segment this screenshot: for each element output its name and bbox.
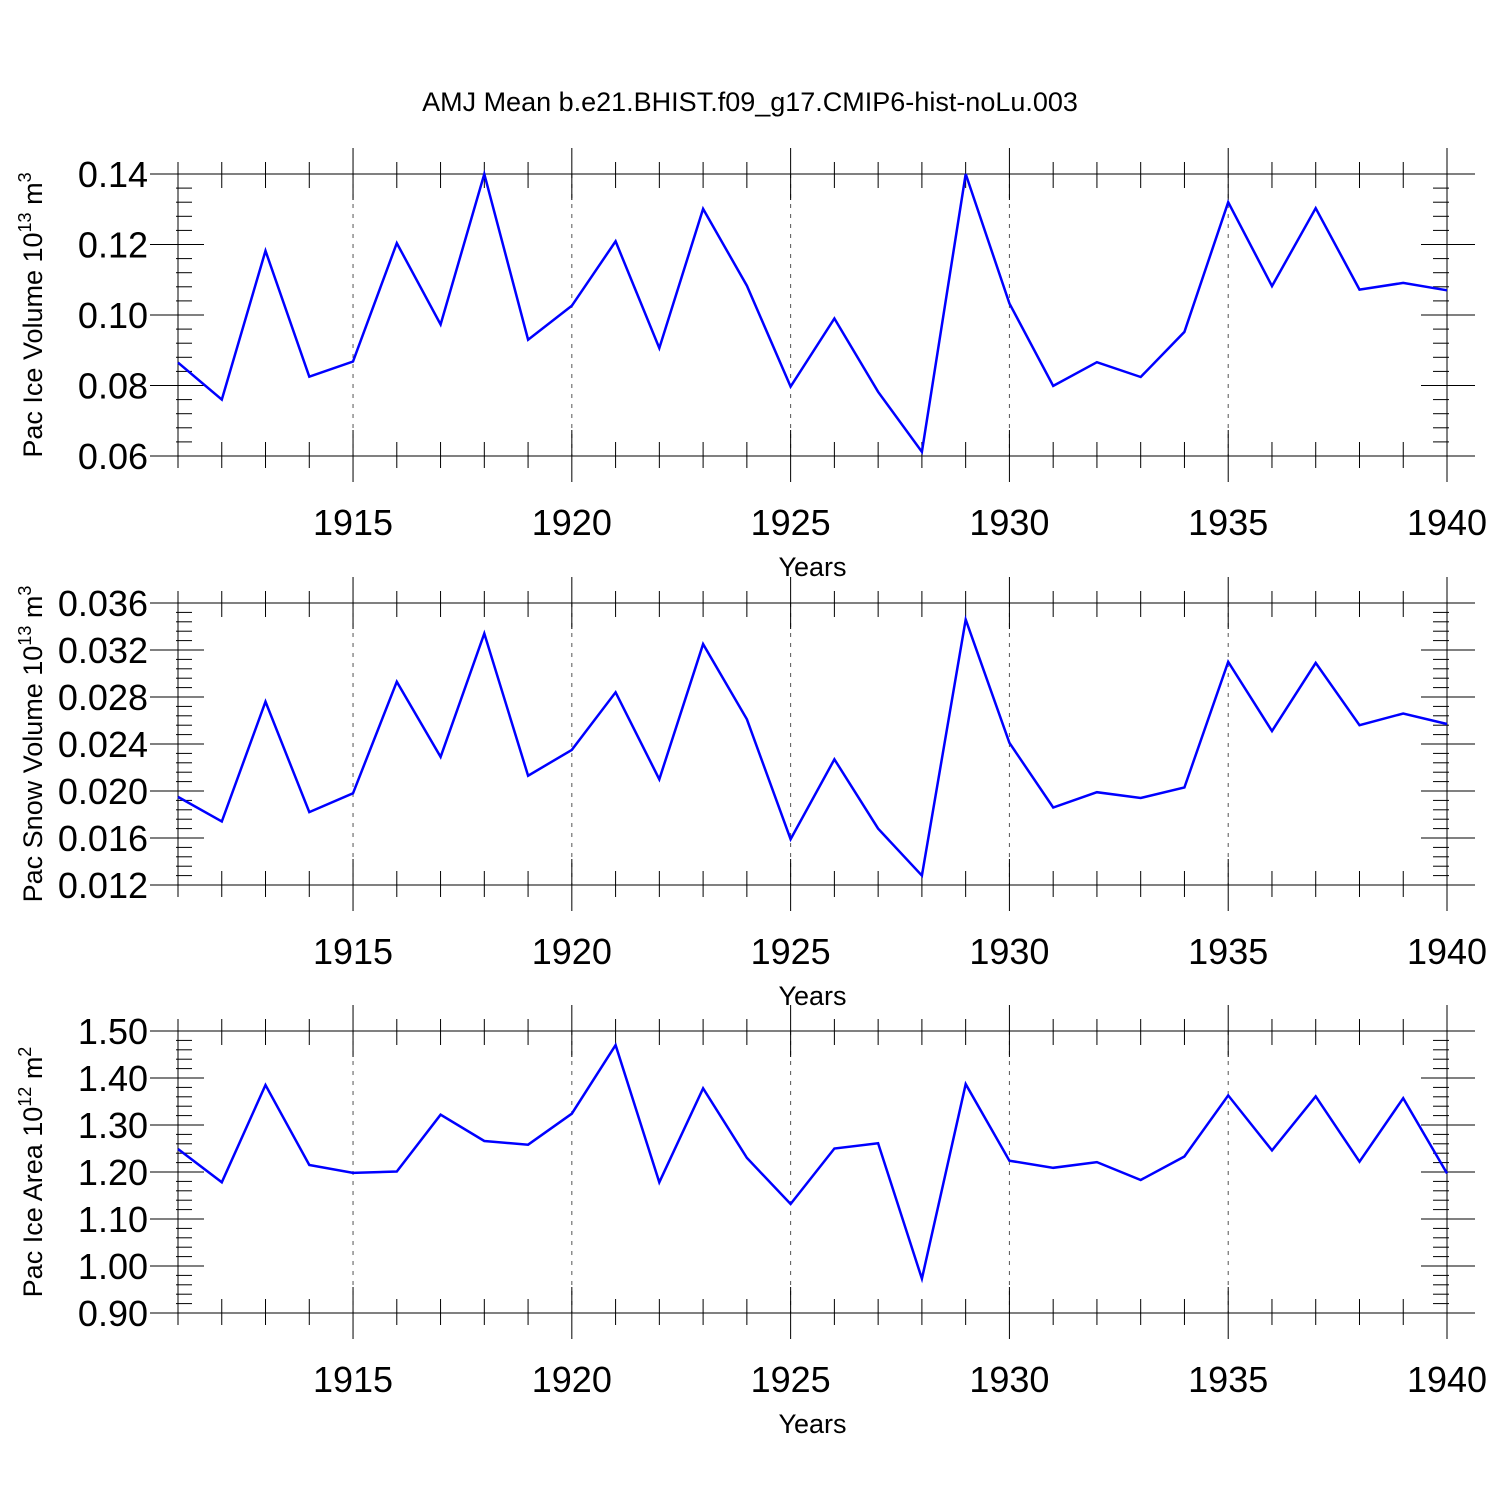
y-axis-label: Pac Ice Area 1012 m2 bbox=[15, 1047, 48, 1298]
x-axis-label: Years bbox=[778, 552, 846, 582]
y-tick-label: 0.06 bbox=[78, 436, 148, 477]
y-tick-label: 0.08 bbox=[78, 366, 148, 407]
y-tick-label: 0.12 bbox=[78, 225, 148, 266]
y-tick-label: 1.50 bbox=[78, 1011, 148, 1052]
y-tick-label: 0.90 bbox=[78, 1293, 148, 1334]
x-tick-label: 1925 bbox=[751, 931, 831, 972]
x-tick-label: 1935 bbox=[1188, 931, 1268, 972]
x-tick-label: 1930 bbox=[969, 1359, 1049, 1400]
chart-panel-3: 0.90 1.00 1.10 1.20 1.30 1.40 1.50 1915 1920 1925… bbox=[15, 1005, 1487, 1439]
y-tick-label: 0.036 bbox=[58, 583, 148, 624]
x-tick-label: 1940 bbox=[1407, 931, 1487, 972]
series-line bbox=[177, 169, 1448, 455]
x-tick-label: 1940 bbox=[1407, 502, 1487, 543]
y-tick-label: 1.00 bbox=[78, 1246, 148, 1287]
y-tick-label: 0.032 bbox=[58, 630, 148, 671]
x-tick-label: 1915 bbox=[313, 1359, 393, 1400]
y-tick-label: 1.10 bbox=[78, 1199, 148, 1240]
chart-panel-2: 0.012 0.016 0.020 0.024 0.028 0.032 0.036 1915 1… bbox=[15, 577, 1487, 1011]
x-tick-label: 1920 bbox=[532, 502, 612, 543]
y-tick-label: 0.10 bbox=[78, 295, 148, 336]
y-tick-label: 1.30 bbox=[78, 1105, 148, 1146]
y-tick-label: 1.20 bbox=[78, 1152, 148, 1193]
y-axis-label: Pac Snow Volume 1013 m3 bbox=[15, 586, 48, 903]
y-tick-label: 0.016 bbox=[58, 818, 148, 859]
x-tick-label: 1930 bbox=[969, 502, 1049, 543]
series-line bbox=[177, 1042, 1449, 1284]
x-axis-label: Years bbox=[778, 1409, 846, 1439]
y-axis-label: Pac Ice Volume 1013 m3 bbox=[15, 172, 48, 457]
y-tick-label: 0.028 bbox=[58, 677, 148, 718]
series-line bbox=[177, 614, 1448, 879]
x-tick-label: 1925 bbox=[751, 502, 831, 543]
plot-frame bbox=[177, 602, 1448, 886]
y-tick-label: 0.020 bbox=[58, 771, 148, 812]
y-tick-label: 1.40 bbox=[78, 1058, 148, 1099]
y-tick-label: 0.024 bbox=[58, 724, 148, 765]
y-tick-label: 0.012 bbox=[58, 865, 148, 906]
x-tick-label: 1915 bbox=[313, 931, 393, 972]
x-tick-label: 1940 bbox=[1407, 1359, 1487, 1400]
plot-frame bbox=[177, 173, 1448, 457]
x-tick-label: 1915 bbox=[313, 502, 393, 543]
x-tick-label: 1935 bbox=[1188, 502, 1268, 543]
x-tick-label: 1935 bbox=[1188, 1359, 1268, 1400]
x-tick-label: 1920 bbox=[532, 1359, 612, 1400]
y-tick-label: 0.14 bbox=[78, 154, 148, 195]
x-axis-label: Years bbox=[778, 981, 846, 1011]
figure-title: AMJ Mean b.e21.BHIST.f09_g17.CMIP6-hist-… bbox=[422, 87, 1078, 117]
x-tick-label: 1930 bbox=[969, 931, 1049, 972]
chart-panel-1: 0.06 0.08 0.10 0.12 0.14 1915 1920 1925 1930 1935… bbox=[15, 148, 1487, 582]
x-tick-label: 1925 bbox=[751, 1359, 831, 1400]
panels: 0.06 0.08 0.10 0.12 0.14 1915 1920 1925 1930 1935… bbox=[15, 148, 1487, 1439]
x-tick-label: 1920 bbox=[532, 931, 612, 972]
